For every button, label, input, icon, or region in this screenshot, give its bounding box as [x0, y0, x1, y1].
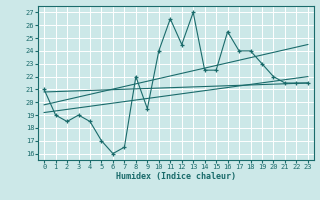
X-axis label: Humidex (Indice chaleur): Humidex (Indice chaleur): [116, 172, 236, 181]
